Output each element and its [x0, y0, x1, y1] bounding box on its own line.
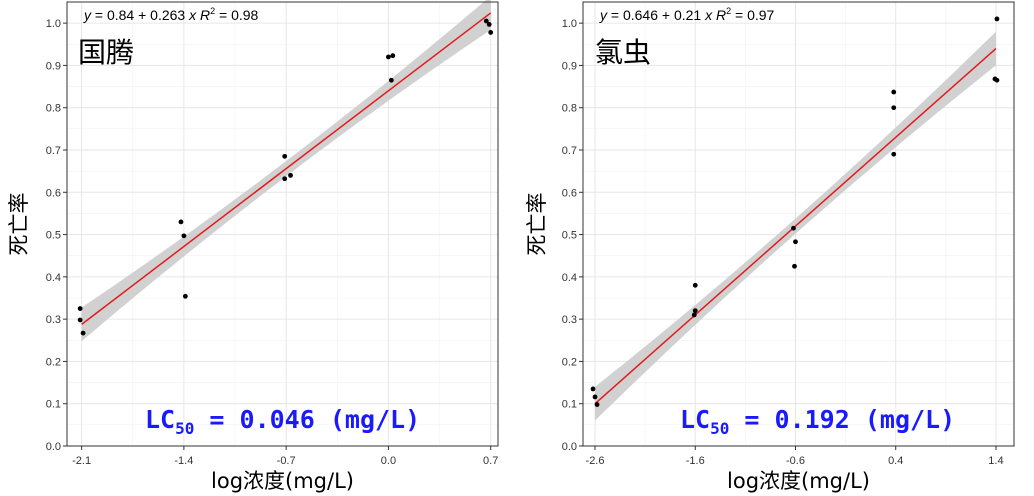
data-point — [891, 105, 897, 111]
r2-value: = 0.97 — [731, 7, 774, 23]
y-tick-label: 0.7 — [46, 145, 61, 157]
x-tick-label: -0.6 — [786, 455, 805, 467]
data-point — [181, 233, 187, 239]
lc50-value: = 0.046 (mg/L) — [194, 405, 420, 434]
lc50-prefix: LC — [680, 405, 710, 434]
equation-rhs: = 0.646 + 0.21 — [607, 7, 705, 23]
y-axis-label: 死亡率 — [525, 193, 549, 256]
x-axis-label: log浓度(mg/L) — [211, 469, 354, 493]
r2-label: R — [200, 7, 210, 23]
data-point — [994, 77, 1000, 83]
equation-lhs: y — [599, 7, 608, 23]
y-tick-label: 0.3 — [562, 314, 577, 326]
data-point — [592, 394, 598, 400]
data-point — [388, 77, 394, 83]
fit-line — [81, 12, 492, 325]
data-point — [178, 219, 184, 225]
data-point — [77, 306, 83, 311]
y-tick-label: 0.5 — [562, 230, 577, 242]
y-tick-label: 0.6 — [46, 187, 61, 199]
y-tick-label: 0.4 — [46, 272, 61, 284]
y-tick-label: 0.8 — [562, 103, 577, 115]
x-tick-label: -2.1 — [72, 455, 91, 467]
x-tick-label: -0.7 — [277, 455, 296, 467]
equation-lhs: y — [83, 7, 92, 23]
x-tick-label: -2.6 — [586, 455, 605, 467]
y-tick-label: 0.8 — [46, 103, 61, 115]
data-point — [594, 402, 600, 407]
x-tick-label: -1.4 — [174, 455, 193, 467]
y-tick-label: 0.9 — [562, 60, 577, 72]
r2-superscript: 2 — [726, 6, 731, 16]
y-tick-label: 0.3 — [46, 314, 61, 326]
panel-title: 氯虫 — [595, 36, 651, 69]
data-point — [791, 225, 796, 231]
y-axis-label: 死亡率 — [7, 193, 31, 256]
data-point — [891, 89, 897, 95]
chart-panel-2: 0.0 0.1 0.2 0.3 0.4 0.5 0.6 0.7 0.8 0.9 1.0 -2.6 -1.… — [525, 1, 1015, 493]
plot-frame — [582, 1, 1015, 447]
y-tick-label: 0.4 — [562, 272, 577, 284]
data-point — [488, 30, 494, 35]
data-point — [691, 312, 697, 318]
y-tick-label: 1.0 — [562, 18, 577, 30]
y-tick-label: 0.6 — [562, 187, 577, 199]
data-point — [80, 330, 86, 336]
regression-equation: y = 0.646 + 0.21 x R2 = 0.97 — [599, 6, 775, 23]
data-point — [182, 293, 188, 299]
data-point — [692, 308, 698, 314]
data-point — [282, 153, 288, 159]
chart-panel-1: 0.0 0.1 0.2 0.3 0.4 0.5 0.6 0.7 0.8 0.9 1.0 -2.1 -1.… — [7, 0, 499, 493]
data-point — [390, 53, 396, 59]
y-tick-label: 0.1 — [562, 399, 577, 411]
data-point — [483, 18, 489, 24]
plot-frame — [66, 1, 499, 447]
y-tick-label: 0.0 — [46, 441, 61, 453]
plot-area — [67, 2, 498, 446]
regression-equation: y = 0.84 + 0.263 x R2 = 0.98 — [83, 6, 259, 23]
y-tick-label: 0.9 — [46, 60, 61, 72]
data-point — [386, 54, 391, 60]
equation-var: x — [704, 7, 713, 23]
data-point — [282, 176, 288, 182]
data-point — [692, 282, 698, 288]
lc50-prefix: LC — [145, 405, 175, 434]
y-tick-label: 1.0 — [46, 18, 61, 30]
data-point — [793, 239, 798, 245]
equation-var: x — [188, 7, 197, 23]
lc50-subscript: 50 — [175, 419, 194, 438]
fit-line — [594, 47, 997, 405]
x-tick-label: -1.6 — [686, 455, 705, 467]
x-tick-label: 0.4 — [888, 455, 903, 467]
data-point — [994, 16, 1000, 22]
data-point — [288, 172, 293, 178]
r2-value: = 0.98 — [215, 7, 258, 23]
lc50-subscript: 50 — [710, 419, 729, 438]
lc50-annotation: LC50 = 0.192 (mg/L) — [680, 405, 955, 438]
r2-superscript: 2 — [210, 6, 215, 16]
r2-label: R — [716, 7, 726, 23]
data-point — [891, 151, 897, 157]
equation-rhs: = 0.84 + 0.263 — [91, 7, 189, 23]
lc50-annotation: LC50 = 0.046 (mg/L) — [145, 405, 420, 438]
y-tick-label: 0.2 — [562, 356, 577, 368]
confidence-band — [81, 0, 491, 342]
data-point — [590, 386, 596, 392]
x-tick-label: 1.4 — [988, 455, 1003, 467]
data-point — [792, 263, 797, 269]
y-tick-label: 0.1 — [46, 399, 61, 411]
x-axis-label: log浓度(mg/L) — [727, 469, 870, 493]
y-tick-label: 0.0 — [562, 441, 577, 453]
lc50-value: = 0.192 (mg/L) — [729, 405, 955, 434]
y-tick-label: 0.7 — [562, 145, 577, 157]
panel-title: 国腾 — [78, 36, 134, 69]
y-tick-label: 0.5 — [46, 230, 61, 242]
y-tick-label: 0.2 — [46, 356, 61, 368]
x-tick-label: 0.7 — [483, 455, 498, 467]
data-point — [77, 317, 83, 323]
x-tick-label: 0.0 — [381, 455, 396, 467]
data-point — [486, 22, 492, 27]
